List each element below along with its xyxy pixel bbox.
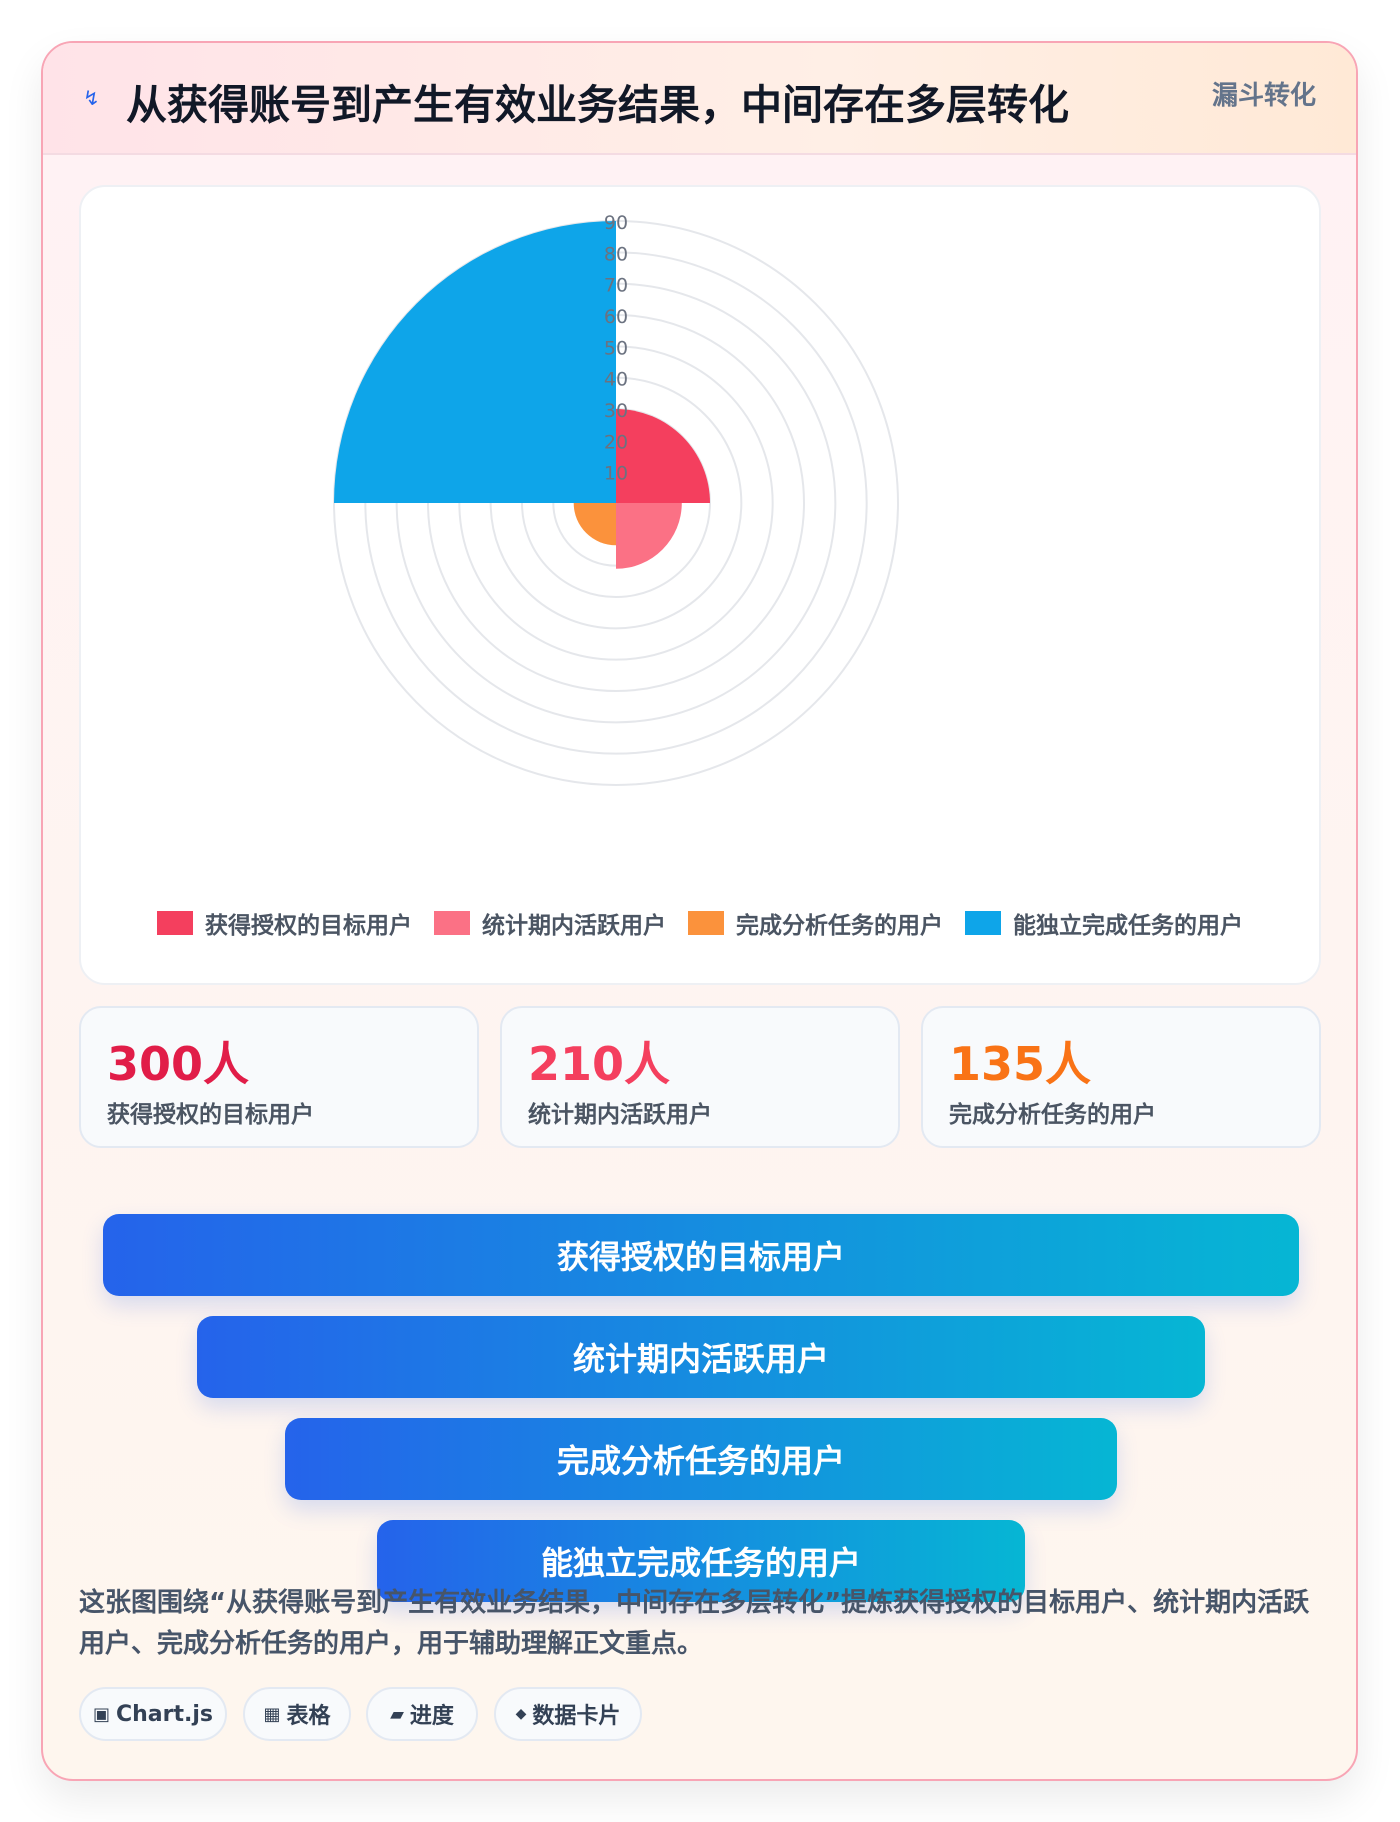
legend-item[interactable]: 获得授权的目标用户 bbox=[157, 906, 412, 940]
chip-label: 数据卡片 bbox=[532, 1704, 621, 1729]
polar-sector[interactable] bbox=[573, 503, 616, 546]
chip-datacard[interactable]: ◆ 数据卡片 bbox=[494, 1687, 642, 1741]
r-tick-label: 70 bbox=[604, 275, 628, 297]
header-tag: 漏斗转化 bbox=[1211, 81, 1316, 111]
stat-label: 完成分析任务的用户 bbox=[949, 1102, 1156, 1128]
funnel-step: 统计期内活跃用户 bbox=[197, 1316, 1205, 1398]
chart-panel: 10 20 30 40 50 60 70 80 90 获得授权的目标用户 统计期内活跃用户 完成… bbox=[79, 185, 1321, 985]
r-tick-label: 50 bbox=[604, 337, 628, 359]
legend-label: 统计期内活跃用户 bbox=[482, 913, 666, 939]
legend-label: 完成分析任务的用户 bbox=[736, 913, 943, 939]
square-icon: ▣ bbox=[92, 1703, 110, 1725]
chip-table[interactable]: ▦ 表格 bbox=[243, 1687, 351, 1741]
chart-legend: 获得授权的目标用户 统计期内活跃用户 完成分析任务的用户 能独立完成任务的用户 bbox=[81, 903, 1319, 943]
chip-progress[interactable]: ▰ 进度 bbox=[366, 1687, 478, 1741]
chart-description: 这张图围绕“从获得账号到产生有效业务结果，中间存在多层转化”提炼获得授权的目标用… bbox=[79, 1588, 1310, 1659]
r-tick-label: 60 bbox=[604, 306, 628, 328]
stat-value: 135人 bbox=[949, 1037, 1092, 1091]
stat-card: 210人 统计期内活跃用户 bbox=[500, 1006, 900, 1148]
stat-value: 210人 bbox=[528, 1037, 671, 1091]
table-icon: ▦ bbox=[263, 1703, 281, 1725]
legend-item[interactable]: 统计期内活跃用户 bbox=[434, 906, 666, 940]
r-tick-label: 20 bbox=[604, 431, 628, 453]
funnel-step: 完成分析任务的用户 bbox=[285, 1418, 1117, 1500]
stat-label: 统计期内活跃用户 bbox=[528, 1102, 712, 1128]
polar-sector[interactable] bbox=[616, 503, 682, 569]
stat-card: 135人 完成分析任务的用户 bbox=[921, 1006, 1321, 1148]
legend-swatch bbox=[157, 911, 193, 935]
stat-value: 300人 bbox=[107, 1037, 250, 1091]
r-tick-label: 80 bbox=[604, 243, 628, 265]
chip-label: 表格 bbox=[286, 1704, 331, 1729]
progress-icon: ▰ bbox=[390, 1703, 404, 1725]
polar-sector[interactable] bbox=[616, 409, 710, 503]
legend-swatch bbox=[688, 911, 724, 935]
r-tick-label: 10 bbox=[604, 463, 628, 485]
card-title: 从获得账号到产生有效业务结果，中间存在多层转化 bbox=[126, 81, 1069, 129]
r-tick-label: 90 bbox=[604, 212, 628, 234]
chip-label: 进度 bbox=[409, 1704, 454, 1729]
chip-chartjs[interactable]: ▣ Chart.js bbox=[79, 1687, 227, 1741]
legend-item[interactable]: 能独立完成任务的用户 bbox=[965, 906, 1243, 940]
legend-swatch bbox=[434, 911, 470, 935]
stat-card: 300人 获得授权的目标用户 bbox=[79, 1006, 479, 1148]
funnel-step: 获得授权的目标用户 bbox=[103, 1214, 1299, 1296]
chip-label: Chart.js bbox=[116, 1701, 214, 1727]
polar-sector[interactable] bbox=[334, 221, 616, 503]
legend-label: 获得授权的目标用户 bbox=[205, 913, 412, 939]
funnel-step: 能独立完成任务的用户 bbox=[377, 1520, 1025, 1602]
funnel-card: ↯ 从获得账号到产生有效业务结果，中间存在多层转化 漏斗转化 10 20 30 40 5… bbox=[41, 41, 1358, 1781]
diamond-icon: ◆ bbox=[515, 1706, 527, 1722]
card-header: ↯ 从获得账号到产生有效业务结果，中间存在多层转化 漏斗转化 bbox=[43, 43, 1356, 155]
polar-area-chart: 10 20 30 40 50 60 70 80 90 bbox=[333, 212, 899, 786]
legend-item[interactable]: 完成分析任务的用户 bbox=[688, 906, 943, 940]
lightning-icon: ↯ bbox=[83, 86, 100, 110]
r-tick-label: 40 bbox=[604, 369, 628, 391]
legend-swatch bbox=[965, 911, 1001, 935]
r-tick-label: 30 bbox=[604, 400, 628, 422]
legend-label: 能独立完成任务的用户 bbox=[1013, 913, 1243, 939]
stat-label: 获得授权的目标用户 bbox=[107, 1102, 314, 1128]
